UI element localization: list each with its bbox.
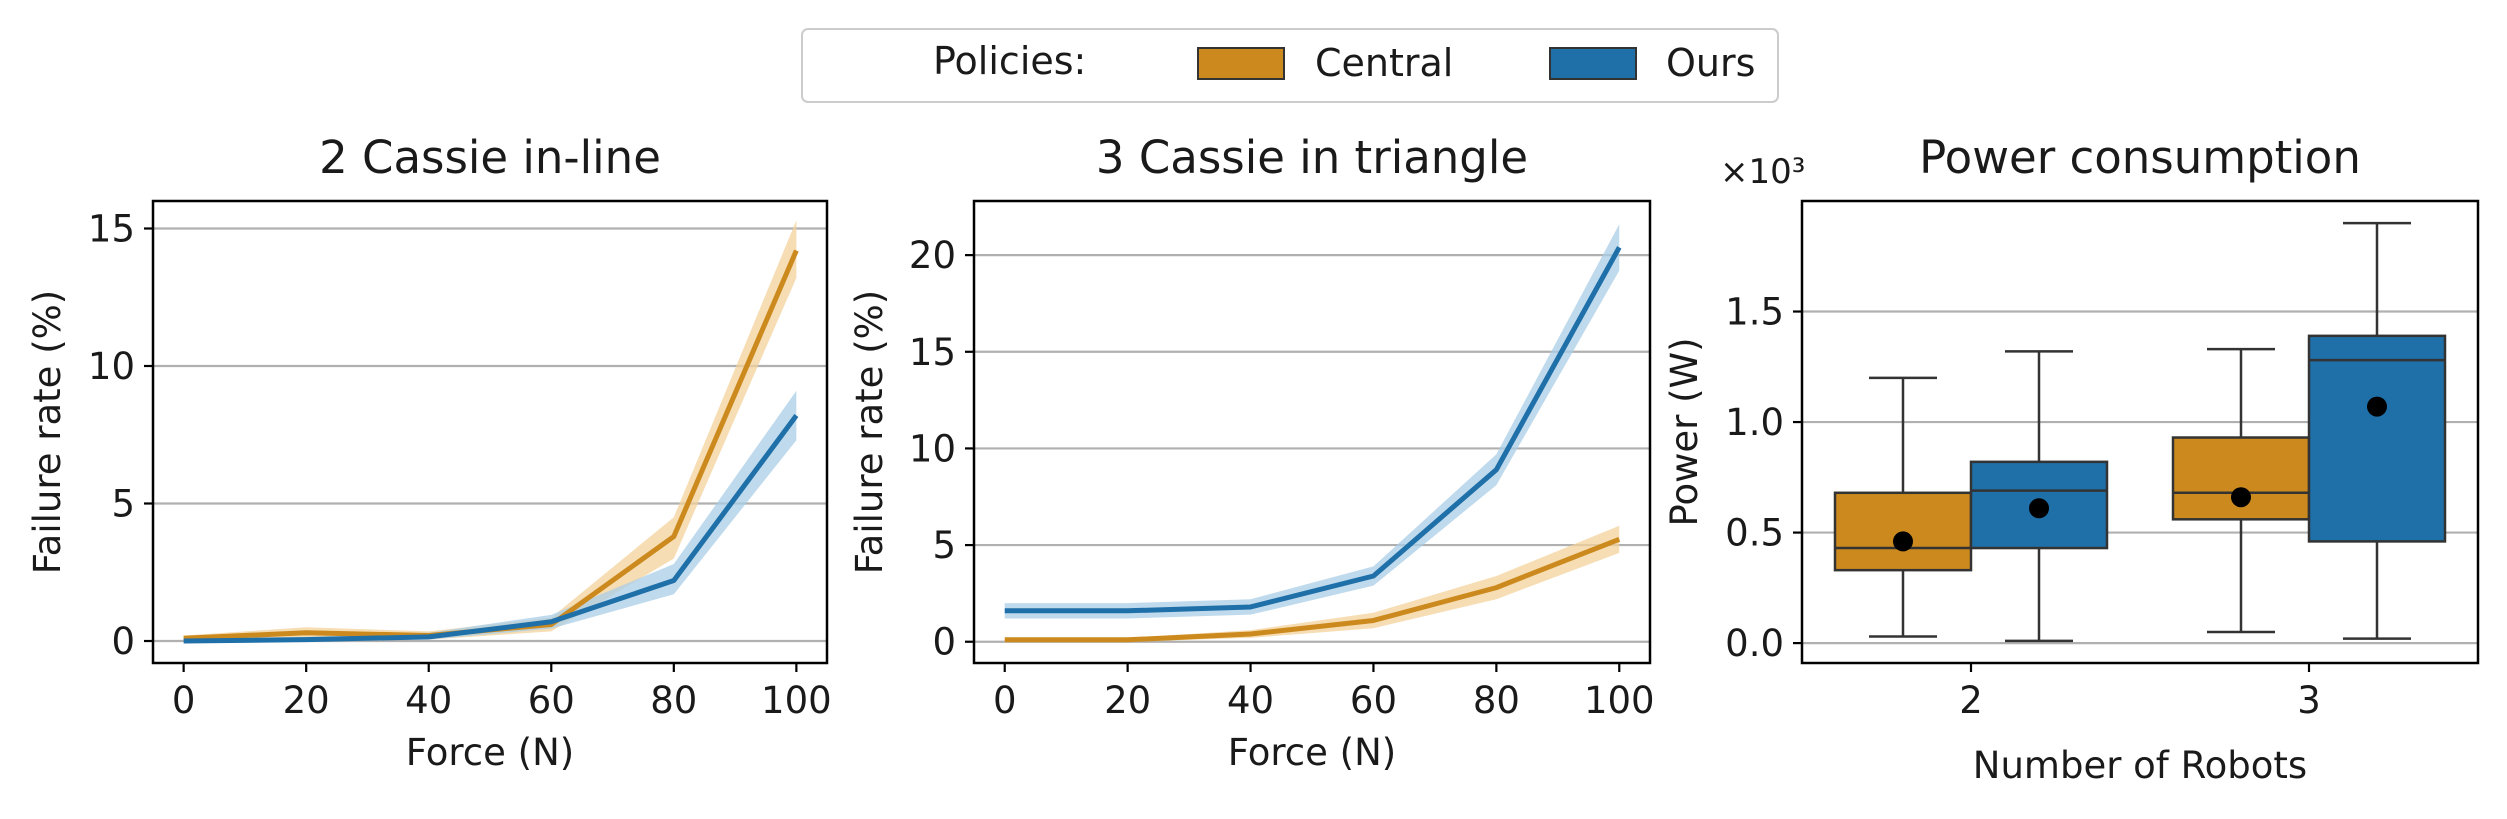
panel1-bands <box>183 220 797 641</box>
panel1-ytick-label-3: 15 <box>88 208 135 251</box>
panel-2-cassie-inline: 0 20 40 60 80 100 0 5 10 15 2 Cassie in-line For… <box>26 131 832 774</box>
panel1-band-ours <box>183 390 797 641</box>
panel2-ytick-label-0: 0 <box>932 621 956 664</box>
panel2-frame <box>972 199 1652 665</box>
panel3-box-ours-3 <box>2307 221 2447 640</box>
panel2-grid <box>974 254 1650 643</box>
panel-3-cassie-triangle: 0 20 40 60 80 100 0 5 10 15 20 3 Cassie in triang… <box>848 131 1655 774</box>
legend: Policies: Central Ours <box>801 28 1779 103</box>
panel1-line-ours <box>183 414 799 644</box>
panel3-frame <box>1800 199 2480 665</box>
panel2-band-central <box>1004 525 1620 642</box>
panel2-ytick-label-3: 15 <box>909 331 956 374</box>
panel2-ylabel: Failure rate (%) <box>848 290 891 574</box>
panel1-lines <box>183 249 799 644</box>
panel3-yticks: 0.0 0.5 1.0 1.5 <box>1725 291 1802 665</box>
panel2-yticks: 0 5 10 15 20 <box>909 234 974 664</box>
panel1-xtick-label-3: 60 <box>528 679 575 722</box>
panel2-xlabel: Force (N) <box>1228 731 1396 774</box>
panel1-ytick-label-2: 10 <box>88 345 135 388</box>
panel2-lines <box>1004 246 1622 643</box>
legend-title: Policies: <box>933 39 1086 83</box>
legend-frame <box>801 28 1779 103</box>
panel3-box-central-3-mean-marker <box>2231 487 2251 508</box>
panel3-xtick-label-1: 3 <box>2297 679 2321 722</box>
panel2-band-ours <box>1004 224 1620 619</box>
panel2-xtick-label-3: 60 <box>1350 679 1397 722</box>
panel1-xlabel: Force (N) <box>406 731 574 774</box>
legend-label-central: Central <box>1315 41 1453 85</box>
panel3-ytick-label-0: 0.0 <box>1725 622 1784 665</box>
panel2-xticks: 0 20 40 60 80 100 <box>993 663 1655 722</box>
panel1-band-central <box>183 220 797 641</box>
panel1-xtick-label-1: 20 <box>283 679 330 722</box>
panel3-ytick-label-3: 1.5 <box>1725 291 1784 334</box>
panel1-xtick-label-2: 40 <box>405 679 452 722</box>
panel3-ytick-label-1: 0.5 <box>1725 512 1784 555</box>
panel3-box-ours-3-iqr <box>2307 334 2447 543</box>
legend-swatch-central <box>1197 47 1285 80</box>
panel2-xtick-label-0: 0 <box>993 679 1017 722</box>
panel3-title: Power consumption <box>1919 131 2361 184</box>
panel2-ytick-label-1: 5 <box>932 524 956 567</box>
panel3-box-ours-2 <box>1969 350 2109 643</box>
panel3-box-central-2-mean-marker <box>1893 531 1913 552</box>
legend-swatch-ours <box>1549 47 1637 80</box>
panel1-xtick-label-5: 100 <box>761 679 832 722</box>
panel1-xtick-label-0: 0 <box>172 679 196 722</box>
panel2-ytick-label-4: 20 <box>909 234 956 277</box>
panel2-xtick-label-1: 20 <box>1104 679 1151 722</box>
panel3-box-central-3 <box>2171 347 2311 634</box>
panel1-xticks: 0 20 40 60 80 100 <box>172 663 832 722</box>
panel1-title: 2 Cassie in-line <box>319 131 661 184</box>
legend-label-ours: Ours <box>1666 41 1755 85</box>
panel2-title: 3 Cassie in triangle <box>1096 131 1528 184</box>
panel3-boxes <box>1833 221 2447 643</box>
panel3-scale-label: ×10³ <box>1720 152 1805 192</box>
panel3-xtick-label-0: 2 <box>1959 679 1983 722</box>
panel2-ytick-label-2: 10 <box>909 427 956 470</box>
panel2-line-central <box>1004 536 1621 643</box>
panel3-box-ours-2-mean-marker <box>2029 498 2049 519</box>
panel1-ytick-label-0: 0 <box>111 620 135 663</box>
panel1-ylabel: Failure rate (%) <box>26 290 69 574</box>
panel1-xtick-label-4: 80 <box>650 679 697 722</box>
panel3-ylabel: Power (W) <box>1663 337 1706 526</box>
panel1-ytick-label-1: 5 <box>111 483 135 526</box>
panel1-yticks: 0 5 10 15 <box>88 208 153 663</box>
panel1-frame <box>151 199 829 665</box>
panel3-xlabel: Number of Robots <box>1973 744 2307 787</box>
panel2-line-ours <box>1004 246 1622 614</box>
panel3-ytick-label-2: 1.0 <box>1725 401 1784 444</box>
panel2-xtick-label-2: 40 <box>1227 679 1274 722</box>
panel3-box-central-2 <box>1833 376 1973 638</box>
panel3-box-ours-3-mean-marker <box>2367 396 2387 417</box>
panel2-bands <box>1004 224 1620 642</box>
panel2-xtick-label-4: 80 <box>1473 679 1520 722</box>
panel2-xtick-label-5: 100 <box>1584 679 1655 722</box>
